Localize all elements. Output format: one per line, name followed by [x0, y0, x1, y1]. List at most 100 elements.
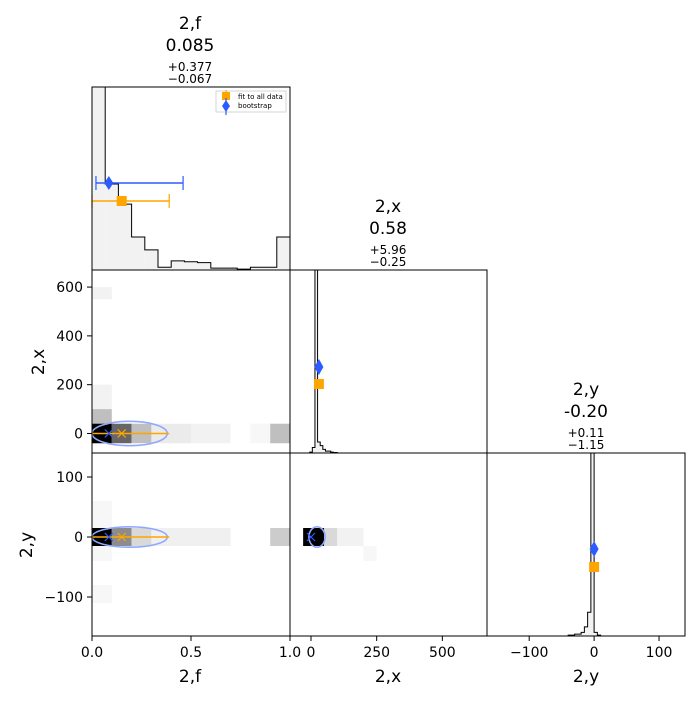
- bootstrap-y-marker: [589, 541, 599, 557]
- hist-f-bar-3: [131, 237, 145, 270]
- xtick-label-y-2: 100: [646, 645, 673, 661]
- hist-f-bar-10: [224, 268, 238, 270]
- legend: fit to all data bootstrap: [215, 90, 287, 115]
- title-x-median: 0.58: [369, 219, 407, 239]
- xtick-label-f-0: 0.0: [81, 645, 103, 661]
- hist-x-bar-3: [314, 270, 318, 453]
- fit-y-marker: [589, 562, 600, 572]
- bootstrap-f-marker: [104, 176, 114, 190]
- hist-x-bar-8: [328, 451, 331, 453]
- xtick-label-x-1: 250: [363, 645, 390, 661]
- hist-f-bar-9: [210, 268, 225, 270]
- bootstrap-f-y-cross: [104, 532, 114, 542]
- ylabel-x: 2,x: [29, 349, 49, 375]
- hist-y-bar-5: [587, 612, 591, 636]
- hist-x-bar-2: [312, 447, 315, 453]
- xtick-label-x-0: 0: [307, 645, 316, 661]
- fit-f-marker: [116, 196, 127, 206]
- dens-fx-cell-2: [92, 287, 112, 300]
- title-x-name: 2,x: [375, 197, 401, 217]
- density-f-x: [92, 287, 290, 444]
- hist-x-bar-4: [317, 442, 321, 453]
- panel-frames: [91, 86, 686, 637]
- dens-xy-cell-3: [363, 546, 377, 561]
- histogram-f: [91, 86, 291, 270]
- dens-fy-cell-3: [151, 528, 231, 546]
- density-x-y: [303, 528, 377, 561]
- title-y-median: -0.20: [564, 402, 608, 422]
- fit-x-marker: [313, 379, 324, 389]
- density-f-y: [92, 501, 290, 603]
- hist-x-bar-6: [322, 449, 326, 453]
- dens-fy-cell-6: [92, 546, 112, 561]
- hist-y-bar-4: [584, 626, 588, 636]
- hist-f-bar-2: [118, 204, 132, 270]
- xtick-label-y-0: −100: [510, 645, 548, 661]
- hist-f-bar-1: [105, 183, 119, 270]
- title-f-minus: −0.067: [168, 72, 212, 86]
- ytick-label-x-3: 600: [56, 280, 83, 296]
- hist-y-bar-2: [574, 634, 582, 636]
- bootstrap-x-marker: [314, 359, 324, 375]
- legend-fit-marker: [222, 92, 230, 100]
- ytick-label-y-1: 0: [74, 530, 83, 546]
- title-y-plus: +0.11: [568, 426, 605, 440]
- ylabel-y: 2,y: [17, 532, 37, 558]
- histogram-y: [487, 452, 685, 637]
- hist-y-bar-3: [581, 632, 585, 636]
- dens-fy-cell-7: [92, 585, 112, 603]
- ytick-label-x-0: 0: [74, 426, 83, 442]
- xtick-label-f-1: 0.5: [180, 645, 202, 661]
- title-y-minus: −1.15: [568, 438, 605, 452]
- dens-xy-cell-2: [337, 528, 364, 546]
- ytick-label-x-2: 400: [56, 329, 83, 345]
- xlabel-f: 2,f: [179, 667, 202, 687]
- hist-x-bar-5: [320, 445, 323, 453]
- hist-f-bar-7: [184, 261, 198, 270]
- title-y-name: 2,y: [573, 380, 599, 400]
- ytick-label-x-1: 200: [56, 378, 83, 394]
- hist-x-bar-7: [325, 451, 329, 453]
- dens-fx-cell-9: [270, 423, 290, 444]
- xtick-label-y-1: 0: [590, 645, 599, 661]
- title-x-minus: −0.25: [370, 255, 407, 269]
- dens-xy-cell-1: [324, 528, 338, 546]
- dens-fx-cell-1: [92, 384, 112, 410]
- xtick-label-x-2: 500: [429, 645, 456, 661]
- dens-fx-cell-7: [191, 423, 231, 444]
- dens-fx-cell-8: [250, 423, 271, 444]
- title-x-plus: +5.96: [370, 243, 407, 257]
- legend-fit-label: fit to all data: [238, 93, 283, 101]
- hist-f-bar-5: [157, 267, 172, 270]
- hist-f-bar-6: [171, 260, 185, 270]
- hist-f-bar-0: [92, 87, 106, 270]
- dens-fy-cell-4: [270, 528, 290, 546]
- xtick-label-f-2: 1.0: [279, 645, 301, 661]
- ytick-label-y-2: 100: [56, 470, 83, 486]
- hist-x-outline: [290, 269, 487, 454]
- axis-ticks: 0.0 0.5 1.0 0 250 500 −100 0 100 0 200 400 600 −100 0 1…: [45, 280, 673, 661]
- title-y: 2,y -0.20 +0.11 −1.15: [564, 380, 608, 452]
- hist-f-bar-12: [250, 267, 264, 270]
- bootstrap-f-x-cross: [104, 429, 114, 438]
- legend-bootstrap-label: bootstrap: [238, 102, 272, 110]
- hist-f-bar-8: [197, 262, 211, 270]
- title-f: 2,f 0.085 +0.377 −0.067: [166, 14, 215, 86]
- title-x: 2,x 0.58 +5.96 −0.25: [369, 197, 407, 269]
- overlays: [91, 176, 600, 572]
- xlabel-x: 2,x: [375, 667, 401, 687]
- dens-fx-cell-6: [151, 423, 191, 444]
- panel-frame-2-2: [486, 452, 686, 637]
- hist-y-outline: [487, 452, 685, 637]
- hist-f-bar-4: [144, 249, 158, 270]
- ytick-label-y-0: −100: [45, 590, 83, 606]
- fit-f-y-cross: [117, 532, 127, 542]
- dens-fy-cell-5: [92, 501, 112, 528]
- hist-f-bar-14: [276, 237, 290, 270]
- legend-box: [215, 90, 287, 113]
- legend-bootstrap-marker: [222, 100, 230, 112]
- hist-f-bar-13: [263, 267, 277, 270]
- ellipse-x-y: [308, 525, 326, 548]
- dens-xy-cell-0: [303, 528, 325, 546]
